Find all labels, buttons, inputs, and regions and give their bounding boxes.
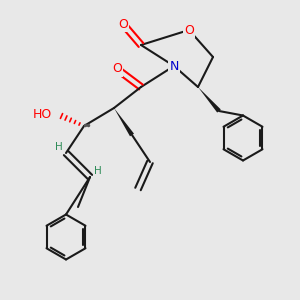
Polygon shape (114, 108, 134, 136)
Text: O: O (184, 23, 194, 37)
Text: HO: HO (33, 107, 52, 121)
Text: O: O (112, 62, 122, 76)
Polygon shape (198, 87, 221, 112)
Text: H: H (55, 142, 62, 152)
Text: H: H (94, 166, 101, 176)
Text: O: O (118, 17, 128, 31)
Text: N: N (169, 59, 179, 73)
